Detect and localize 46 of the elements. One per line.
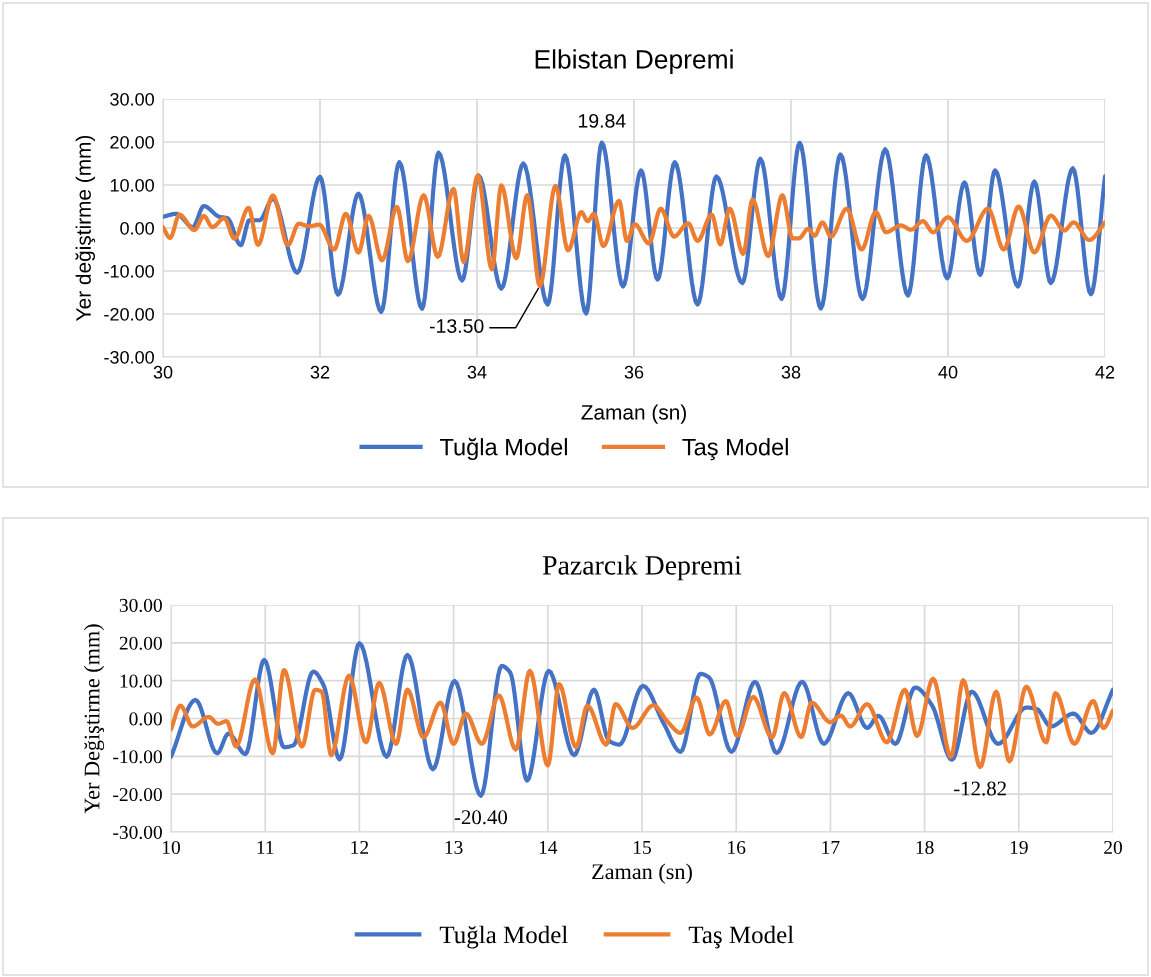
y-tick-label: 0.00 bbox=[120, 221, 154, 235]
x-axis-title: Zaman (sn) bbox=[592, 863, 692, 884]
x-tick-label: 20 bbox=[1104, 840, 1122, 855]
annotation: -20.40 bbox=[454, 810, 508, 825]
x-tick-label: 34 bbox=[467, 365, 487, 379]
x-tick-label: 30 bbox=[153, 365, 173, 379]
x-tick-label: 12 bbox=[351, 840, 369, 854]
x-tick-label: 42 bbox=[1095, 365, 1115, 379]
y-tick-label: -20.00 bbox=[113, 787, 162, 802]
x-tick-label: 19 bbox=[1010, 840, 1028, 855]
y-tick-label: -10.00 bbox=[113, 750, 162, 764]
y-tick-label: 30.00 bbox=[119, 598, 162, 613]
y-axis-title: Yer Değiştirme (mm) bbox=[83, 624, 105, 814]
annotation: -12.82 bbox=[954, 781, 1006, 796]
x-tick-label: 18 bbox=[916, 840, 934, 855]
annotation: -13.50 bbox=[429, 319, 484, 333]
y-tick-label: -30.00 bbox=[104, 350, 154, 364]
chart-title: Pazarcık Depremi bbox=[542, 555, 742, 581]
x-tick-label: 36 bbox=[624, 365, 644, 379]
y-tick-label: 10.00 bbox=[120, 674, 162, 688]
y-tick-label: 10.00 bbox=[110, 178, 154, 192]
x-tick-label: 13 bbox=[445, 840, 463, 855]
legend-label: Tuğla Model bbox=[439, 925, 568, 949]
x-tick-label: 38 bbox=[781, 365, 801, 379]
x-tick-label: 11 bbox=[257, 840, 274, 854]
x-tick-label: 40 bbox=[938, 365, 958, 379]
x-tick-label: 15 bbox=[633, 840, 651, 855]
chart-title: Elbistan Depremi bbox=[535, 49, 733, 74]
y-tick-label: -10.00 bbox=[104, 264, 154, 278]
annotation: 19.84 bbox=[578, 113, 626, 128]
x-tick-label: 17 bbox=[822, 840, 840, 854]
x-tick-label: 14 bbox=[539, 840, 558, 854]
y-axis-title: Yer değiştirme (mm) bbox=[75, 135, 96, 321]
x-axis-title: Zaman (sn) bbox=[581, 404, 686, 424]
x-tick-label: 32 bbox=[310, 365, 330, 379]
y-tick-label: -20.00 bbox=[104, 307, 154, 321]
y-tick-label: 20.00 bbox=[110, 135, 154, 149]
legend-label: Taş Model bbox=[688, 925, 794, 949]
y-tick-label: 30.00 bbox=[110, 92, 154, 106]
x-tick-label: 10 bbox=[162, 840, 180, 855]
y-tick-label: -30.00 bbox=[113, 825, 162, 840]
x-tick-label: 16 bbox=[728, 840, 746, 855]
legend-label: Tuğla Model bbox=[440, 437, 567, 461]
y-tick-label: 0.00 bbox=[129, 712, 162, 726]
y-tick-label: 20.00 bbox=[119, 636, 162, 650]
legend-label: Taş Model bbox=[682, 438, 788, 461]
